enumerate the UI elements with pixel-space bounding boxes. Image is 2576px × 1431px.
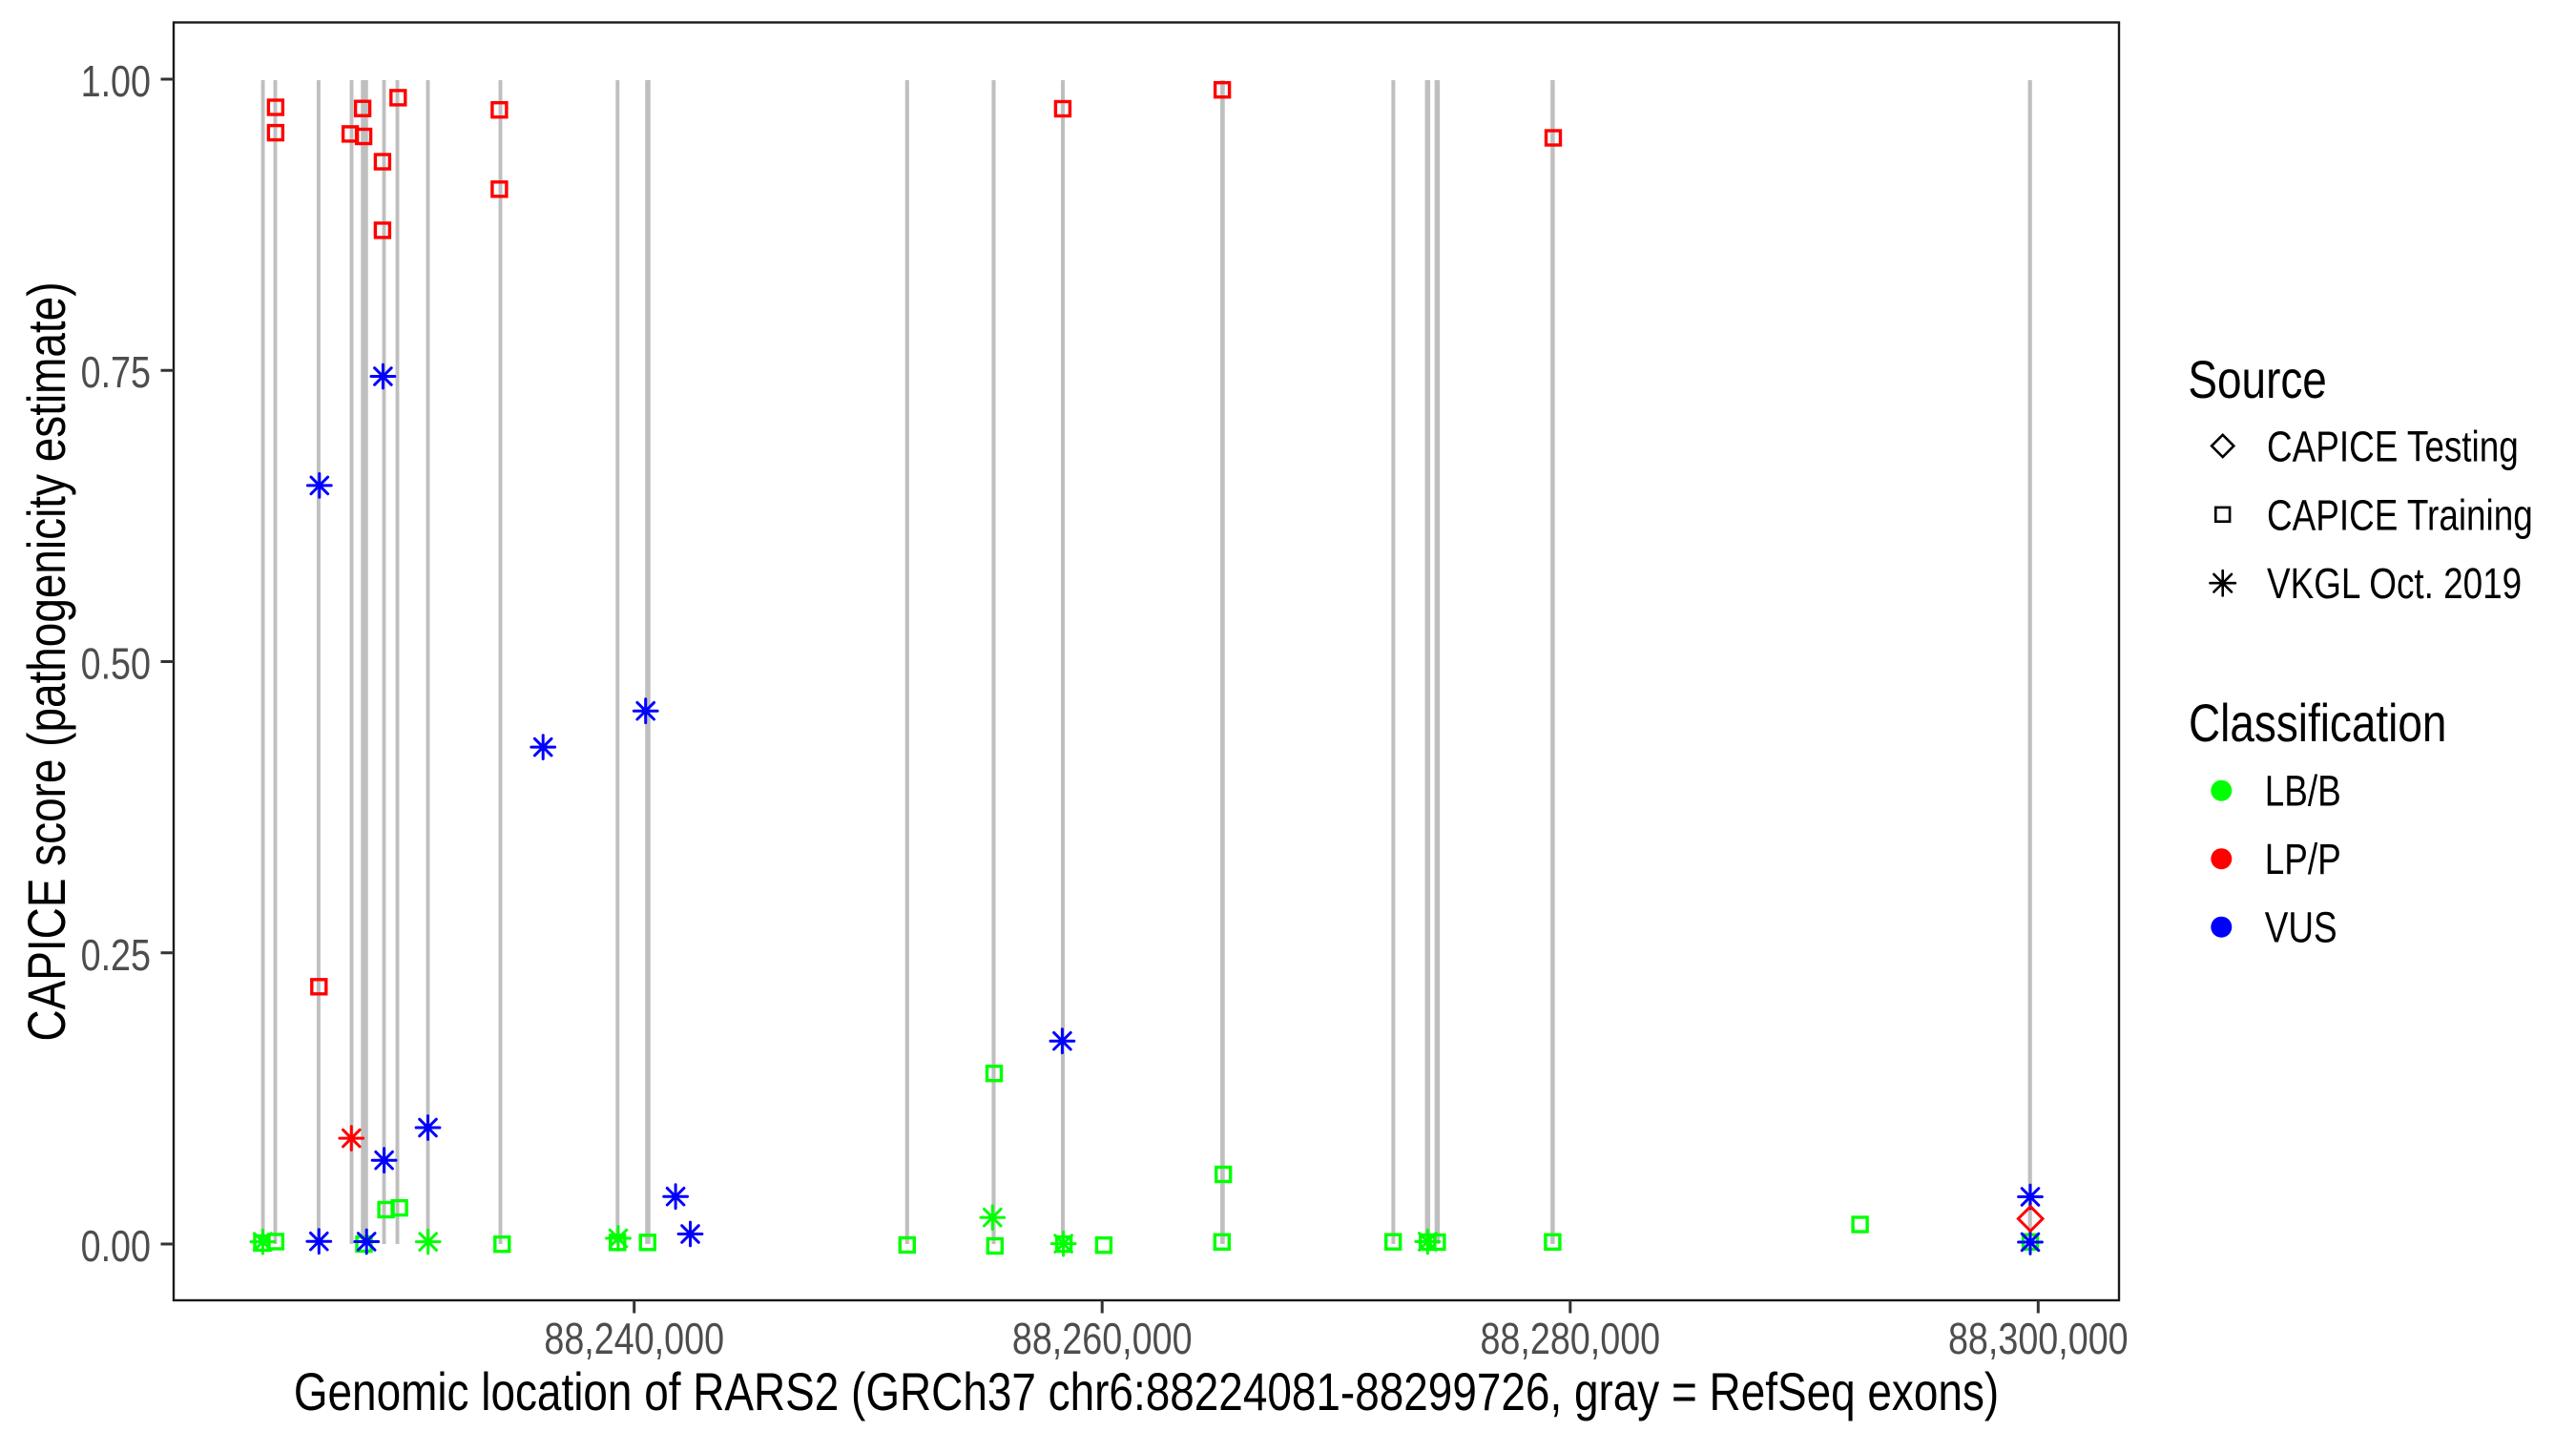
- svg-text:88,240,000: 88,240,000: [544, 1314, 724, 1362]
- svg-text:Classification: Classification: [2189, 694, 2446, 753]
- svg-text:0.50: 0.50: [81, 639, 151, 688]
- svg-text:0.00: 0.00: [81, 1221, 151, 1270]
- svg-text:0.25: 0.25: [81, 930, 151, 979]
- svg-text:CAPICE score (pathogenicity es: CAPICE score (pathogenicity estimate): [17, 282, 76, 1042]
- svg-text:1.00: 1.00: [81, 56, 151, 105]
- svg-text:88,280,000: 88,280,000: [1480, 1314, 1660, 1362]
- svg-text:CAPICE Training: CAPICE Training: [2267, 491, 2533, 539]
- svg-text:Genomic location of RARS2 (GRC: Genomic location of RARS2 (GRCh37 chr6:8…: [294, 1362, 1999, 1421]
- svg-text:VUS: VUS: [2265, 903, 2337, 951]
- svg-text:LB/B: LB/B: [2265, 767, 2341, 815]
- svg-text:88,300,000: 88,300,000: [1948, 1314, 2129, 1362]
- svg-text:VKGL Oct. 2019: VKGL Oct. 2019: [2267, 560, 2522, 608]
- svg-text:CAPICE Testing: CAPICE Testing: [2267, 423, 2519, 470]
- svg-text:0.75: 0.75: [81, 348, 151, 397]
- svg-text:88,260,000: 88,260,000: [1012, 1314, 1193, 1362]
- svg-text:Source: Source: [2188, 350, 2326, 409]
- svg-text:LP/P: LP/P: [2265, 836, 2341, 883]
